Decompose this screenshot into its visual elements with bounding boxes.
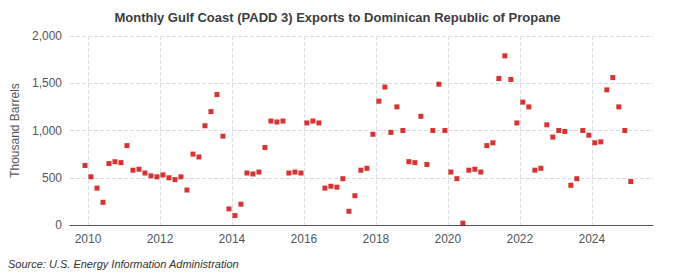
svg-text:2024: 2024: [578, 232, 605, 246]
svg-text:2,000: 2,000: [32, 29, 62, 43]
svg-text:0: 0: [55, 218, 62, 232]
svg-text:1,000: 1,000: [32, 124, 62, 138]
svg-text:2020: 2020: [435, 232, 462, 246]
svg-text:2014: 2014: [219, 232, 246, 246]
svg-text:2016: 2016: [291, 232, 318, 246]
svg-text:1,500: 1,500: [32, 76, 62, 90]
svg-text:2022: 2022: [506, 232, 533, 246]
svg-text:2010: 2010: [75, 232, 102, 246]
svg-text:Monthly Gulf Coast (PADD 3) Ex: Monthly Gulf Coast (PADD 3) Exports to D…: [114, 10, 560, 25]
svg-text:2012: 2012: [147, 232, 174, 246]
svg-text:2018: 2018: [363, 232, 390, 246]
svg-text:500: 500: [42, 171, 62, 185]
svg-text:Source: U.S. Energy Informatio: Source: U.S. Energy Information Administ…: [8, 258, 239, 270]
svg-text:Thousand Barrels: Thousand Barrels: [8, 83, 22, 178]
